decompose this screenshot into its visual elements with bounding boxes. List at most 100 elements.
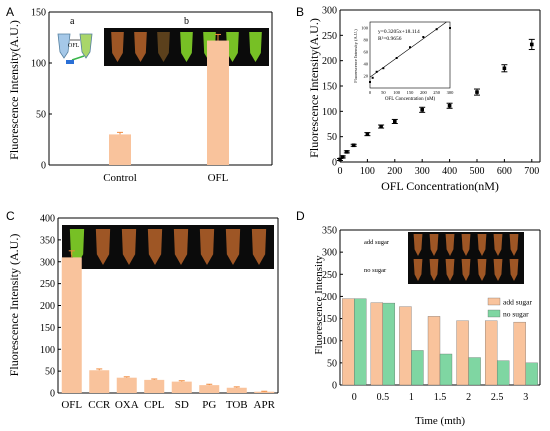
y-tick-label: 100 <box>322 336 337 347</box>
x-tick-label: 0 <box>352 392 357 403</box>
y-tick-label: 300 <box>322 6 337 17</box>
plot-area: 0 50 100 150 Control OFL <box>31 8 229 184</box>
x-tick-label: 300 <box>415 166 430 177</box>
tube <box>134 32 147 62</box>
y-tick-label: 150 <box>40 323 55 334</box>
y-tick-label: 100 <box>31 59 46 70</box>
bar <box>427 316 441 386</box>
uv-lamp-icon <box>66 60 74 64</box>
inset-x-tick-label: 200 <box>420 90 428 95</box>
tube <box>445 259 455 281</box>
inset-y-tick-label: 80 <box>364 38 369 43</box>
y-tick-label: 250 <box>322 31 337 42</box>
tube <box>461 259 471 281</box>
bar <box>109 134 131 165</box>
data-point <box>392 119 397 124</box>
inset-data-point <box>382 67 385 70</box>
tube <box>429 234 439 256</box>
y-tick-label: 50 <box>36 110 46 121</box>
tube <box>173 229 189 265</box>
bar <box>382 302 396 386</box>
tube <box>121 229 137 265</box>
tube <box>493 234 503 256</box>
bar <box>61 257 82 393</box>
inset-y-tick-label: 60 <box>364 50 369 55</box>
bar <box>144 379 165 393</box>
panel-c-chart: Fluorescence Intensity (A.U.) 0 50 100 150 2… <box>7 214 279 411</box>
y-tick-label: 250 <box>322 270 337 281</box>
x-tick-label: 600 <box>497 166 512 177</box>
tube <box>509 259 519 281</box>
panel-d-chart: Fluorescence Intensity Time (mth) add su… <box>313 226 541 427</box>
panel-a-chart: Fluorescence Intensity(A.U.) a OFL b 0 50… <box>7 8 273 184</box>
tube <box>413 234 423 256</box>
tube <box>157 32 170 62</box>
tube <box>249 32 262 62</box>
x-tick-label: 200 <box>387 166 402 177</box>
panel-label-a: A <box>6 5 14 19</box>
y-tick-label: 50 <box>45 367 55 378</box>
y-axis-label: Fluorescence Intensity (A.U.) <box>7 234 21 377</box>
x-tick-label: SD <box>175 399 189 411</box>
tube <box>461 234 471 256</box>
tube <box>69 229 85 265</box>
bar <box>116 377 137 393</box>
tube <box>180 32 193 62</box>
y-tick-label: 400 <box>40 214 55 225</box>
legend-swatch <box>487 297 501 306</box>
x-tick-label: Control <box>103 172 137 184</box>
tube-outline <box>57 33 71 59</box>
plot-area: 0 50 100 150 200 250 300 350 0 0.5 1 1.5 2 2.5 3 <box>322 226 538 403</box>
y-tick-label: 0 <box>41 161 46 172</box>
y-tick-label: 350 <box>40 235 55 246</box>
tube <box>95 229 111 265</box>
tube <box>493 259 503 281</box>
inset-y-tick-label: 20 <box>364 74 369 79</box>
photo-label-add-sugar: add sugar <box>364 239 390 246</box>
bar <box>439 353 453 386</box>
y-tick-label: 0 <box>50 389 55 400</box>
tube-photo-tubes <box>413 234 519 281</box>
bar <box>399 306 412 386</box>
inset-data-point <box>409 46 411 49</box>
inset-y-axis-label: Fluorescence Intensity (A.U.) <box>353 29 358 83</box>
inset-x-tick-label: 0 <box>369 90 372 95</box>
y-tick-label: 350 <box>322 226 337 237</box>
x-tick-label: OXA <box>115 399 139 411</box>
inset-data-point <box>371 76 374 79</box>
bar <box>207 40 229 166</box>
inset-x-tick-label: 150 <box>407 90 415 95</box>
x-tick-label: 1 <box>409 392 414 403</box>
x-tick-label: 2.5 <box>491 392 504 403</box>
y-tick-label: 250 <box>40 279 55 290</box>
inset-x-tick-label: 300 <box>447 90 455 95</box>
x-tick-label: OFL <box>208 172 229 184</box>
bar <box>89 370 110 393</box>
tube-photo-tubes <box>69 229 267 265</box>
inset-frame <box>369 21 451 89</box>
bar <box>456 320 469 386</box>
y-tick-label: 100 <box>40 345 55 356</box>
inset-data-point <box>449 27 451 29</box>
x-tick-label: 0 <box>338 166 343 177</box>
light-beam-icon <box>71 55 85 61</box>
y-tick-label: 50 <box>327 132 337 143</box>
y-tick-label: 100 <box>322 107 337 118</box>
bar <box>513 321 526 386</box>
panel-b-chart: Fluorescence Intensity(A.U.) OFL Concent… <box>307 6 541 193</box>
y-tick-label: 50 <box>327 358 337 369</box>
x-axis-label: OFL Concentration(nM) <box>381 179 499 193</box>
bar <box>484 320 498 386</box>
photo-label-no-sugar: no sugar <box>364 267 387 274</box>
y-axis-label: Fluorescence Intensity <box>313 255 325 355</box>
x-tick-label: 3 <box>523 392 528 403</box>
tube-schematic-illustration: a OFL <box>57 16 93 64</box>
bar <box>199 385 220 393</box>
tube <box>477 259 487 281</box>
photo-label-b: b <box>184 16 189 27</box>
inset-data-point <box>369 81 371 83</box>
x-tick-label: 500 <box>469 166 484 177</box>
data-point <box>338 157 342 162</box>
